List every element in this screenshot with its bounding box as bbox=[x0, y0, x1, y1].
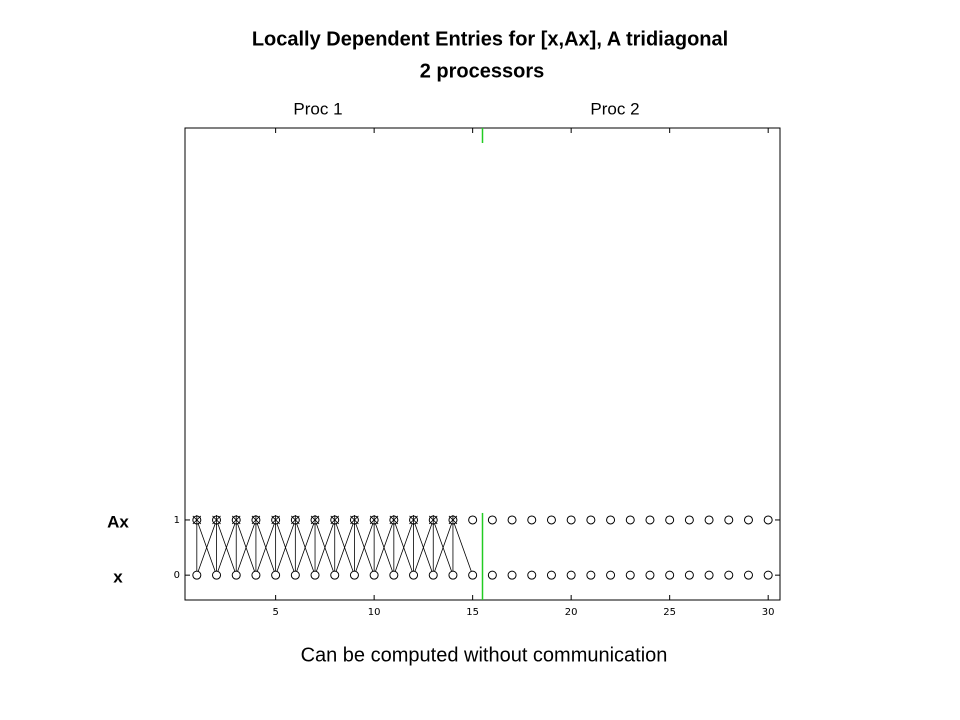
dependency-edge bbox=[314, 519, 336, 576]
node bbox=[743, 570, 753, 580]
x-tick-label: 15 bbox=[466, 607, 479, 618]
node bbox=[625, 515, 635, 525]
node bbox=[271, 570, 281, 580]
x-tick-label: 30 bbox=[762, 607, 775, 618]
node bbox=[665, 515, 675, 525]
dependency-edge bbox=[196, 519, 217, 576]
local-marker bbox=[428, 514, 438, 525]
node bbox=[468, 515, 478, 525]
title: Locally Dependent Entries for [x,Ax], A … bbox=[252, 28, 728, 50]
node bbox=[448, 570, 458, 580]
x-tick-label: 5 bbox=[272, 607, 278, 618]
dependency-edge bbox=[216, 519, 237, 576]
local-marker bbox=[212, 514, 221, 525]
node bbox=[763, 570, 773, 580]
node bbox=[665, 570, 675, 580]
dependency-edge bbox=[275, 519, 296, 576]
row-label: x bbox=[113, 568, 123, 587]
local-marker bbox=[409, 514, 418, 525]
node bbox=[369, 570, 379, 580]
node bbox=[645, 515, 655, 525]
node bbox=[724, 570, 734, 580]
proc-label: Proc 1 bbox=[293, 99, 342, 118]
dependency-edge bbox=[393, 519, 414, 576]
node bbox=[389, 570, 399, 580]
local-marker bbox=[271, 514, 280, 525]
dependency-edge bbox=[354, 519, 375, 576]
node bbox=[566, 570, 576, 580]
x-tick-label: 20 bbox=[565, 607, 578, 618]
node bbox=[606, 515, 616, 525]
node bbox=[290, 570, 300, 580]
node bbox=[192, 570, 202, 580]
dependency-edge bbox=[413, 519, 434, 576]
subtitle: 2 processors bbox=[420, 60, 545, 82]
local-marker bbox=[291, 514, 300, 525]
x-tick-label: 25 bbox=[663, 607, 676, 618]
node bbox=[625, 570, 635, 580]
y-tick-label: 1 bbox=[174, 515, 180, 526]
dependency-edge bbox=[432, 519, 454, 576]
local-marker bbox=[251, 514, 261, 525]
node bbox=[586, 515, 596, 525]
node bbox=[606, 570, 616, 580]
local-marker bbox=[330, 514, 340, 525]
node bbox=[546, 570, 556, 580]
row-label: Ax bbox=[107, 512, 129, 531]
dependency-edge bbox=[373, 519, 395, 576]
dependency-edge bbox=[235, 519, 257, 576]
dependency-edge bbox=[255, 519, 277, 576]
dependency-edge bbox=[452, 519, 474, 576]
node bbox=[527, 570, 537, 580]
local-marker bbox=[389, 514, 399, 525]
node bbox=[212, 570, 222, 580]
node bbox=[566, 515, 576, 525]
local-marker bbox=[231, 514, 241, 525]
node bbox=[507, 515, 517, 525]
node bbox=[586, 570, 596, 580]
node bbox=[704, 570, 714, 580]
node bbox=[684, 515, 694, 525]
dependency-edge bbox=[294, 519, 316, 576]
node bbox=[428, 570, 438, 580]
node bbox=[231, 570, 241, 580]
node bbox=[310, 570, 320, 580]
node bbox=[546, 515, 556, 525]
node bbox=[743, 515, 753, 525]
node bbox=[527, 515, 537, 525]
local-marker bbox=[310, 514, 320, 525]
node bbox=[487, 515, 497, 525]
node bbox=[349, 570, 359, 580]
local-marker bbox=[448, 514, 458, 525]
local-marker bbox=[350, 514, 359, 525]
y-tick-label: 0 bbox=[174, 570, 180, 581]
node bbox=[645, 570, 655, 580]
node bbox=[763, 515, 773, 525]
node bbox=[507, 570, 517, 580]
node bbox=[724, 515, 734, 525]
node bbox=[330, 570, 340, 580]
node bbox=[684, 570, 694, 580]
node bbox=[704, 515, 714, 525]
node bbox=[251, 570, 261, 580]
local-marker bbox=[192, 514, 202, 525]
local-marker bbox=[369, 514, 379, 525]
proc-label: Proc 2 bbox=[590, 99, 639, 118]
x-tick-label: 10 bbox=[368, 607, 381, 618]
node bbox=[487, 570, 497, 580]
node bbox=[468, 570, 478, 580]
dependency-edge bbox=[334, 519, 355, 576]
node bbox=[409, 570, 419, 580]
caption: Can be computed without communication bbox=[301, 644, 668, 666]
